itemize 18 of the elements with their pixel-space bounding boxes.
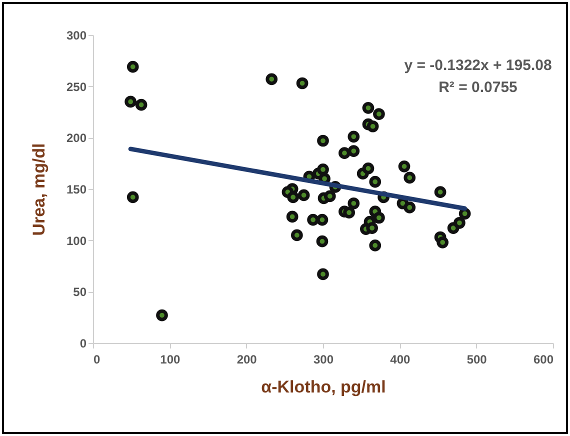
x-tick-label: 300 — [313, 352, 334, 366]
y-tick-label: 0 — [80, 336, 87, 350]
y-tick-label: 200 — [66, 131, 87, 146]
y-tick-label: 100 — [66, 234, 87, 248]
y-tick-label: 300 — [66, 28, 87, 42]
annotation: y = -0.1322x + 195.08 — [404, 57, 552, 74]
y-tick-label: 150 — [66, 182, 87, 196]
annotation: R² = 0.0755 — [438, 79, 518, 96]
x-tick-label: 200 — [236, 352, 258, 366]
y-axis-title: Urea, mg/dl — [29, 143, 48, 236]
x-axis-title: α-Klotho, pg/ml — [261, 378, 386, 396]
y-tick-label: 50 — [73, 285, 87, 300]
x-tick-label: 400 — [390, 352, 410, 366]
x-tick-label: 100 — [160, 352, 180, 366]
x-tick-label: 0 — [94, 352, 100, 366]
x-tick-label: 500 — [466, 352, 488, 366]
y-tick-label: 250 — [66, 80, 87, 94]
x-tick-label: 600 — [533, 352, 554, 366]
